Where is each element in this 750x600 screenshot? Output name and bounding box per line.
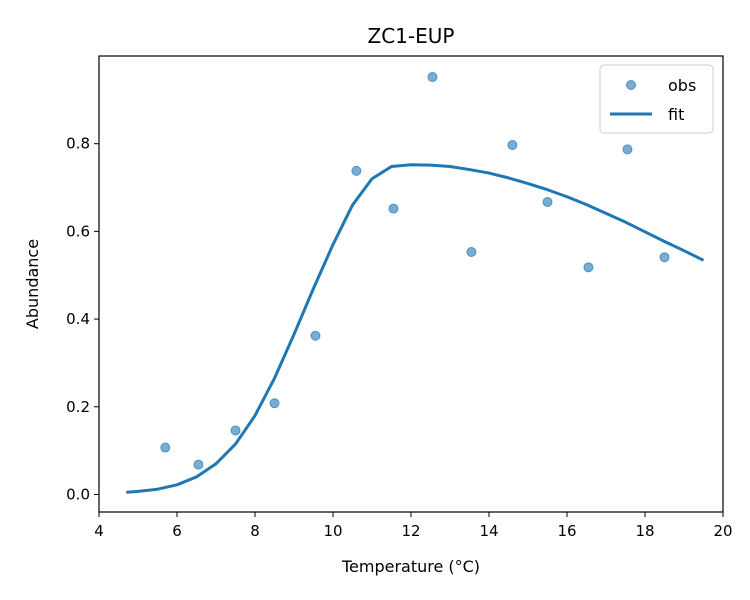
obs-point-8 (466, 246, 477, 257)
obs-point-13 (659, 252, 670, 263)
x-tick-label: 16 (557, 522, 576, 540)
obs-point-12 (622, 144, 633, 155)
obs-point-3 (269, 398, 280, 409)
y-tick-label: 0.0 (66, 485, 90, 503)
legend-label-fit: fit (668, 105, 684, 124)
plot-frame (98, 55, 724, 513)
x-tick-label: 18 (635, 522, 654, 540)
x-tick-label: 14 (479, 522, 498, 540)
x-tick-label: 12 (401, 522, 420, 540)
y-tick-label: 0.2 (66, 398, 90, 416)
x-tick-label: 6 (172, 522, 182, 540)
x-tick-label: 10 (323, 522, 342, 540)
x-tick-label: 8 (250, 522, 260, 540)
legend: obs fit (599, 64, 714, 134)
x-tick-label: 20 (713, 522, 732, 540)
obs-point-5 (351, 165, 362, 176)
obs-point-1 (193, 459, 204, 470)
y-tick-label: 0.6 (66, 222, 90, 240)
obs-point-4 (310, 330, 321, 341)
obs-point-0 (160, 442, 171, 453)
obs-point-2 (230, 425, 241, 436)
obs-point-11 (583, 262, 594, 273)
obs-point-9 (507, 140, 518, 151)
obs-point-6 (388, 203, 399, 214)
x-axis-label: Temperature (°C) (341, 557, 480, 576)
obs-point-7 (427, 72, 438, 83)
legend-label-obs: obs (668, 76, 696, 95)
y-axis-label: Abundance (23, 239, 42, 329)
obs-point-10 (542, 197, 553, 208)
chart-title: ZC1-EUP (368, 24, 455, 48)
plot-area (126, 72, 705, 494)
y-tick-label: 0.8 (66, 135, 90, 153)
legend-marker-obs (626, 80, 636, 90)
x-tick-label: 4 (94, 522, 104, 540)
x-axis-ticks: 4 6 8 10 12 14 16 18 20 (94, 512, 733, 540)
fit-line (126, 163, 705, 494)
y-axis-ticks: 0.0 0.2 0.4 0.6 0.8 (66, 135, 99, 503)
y-tick-label: 0.4 (66, 310, 90, 328)
